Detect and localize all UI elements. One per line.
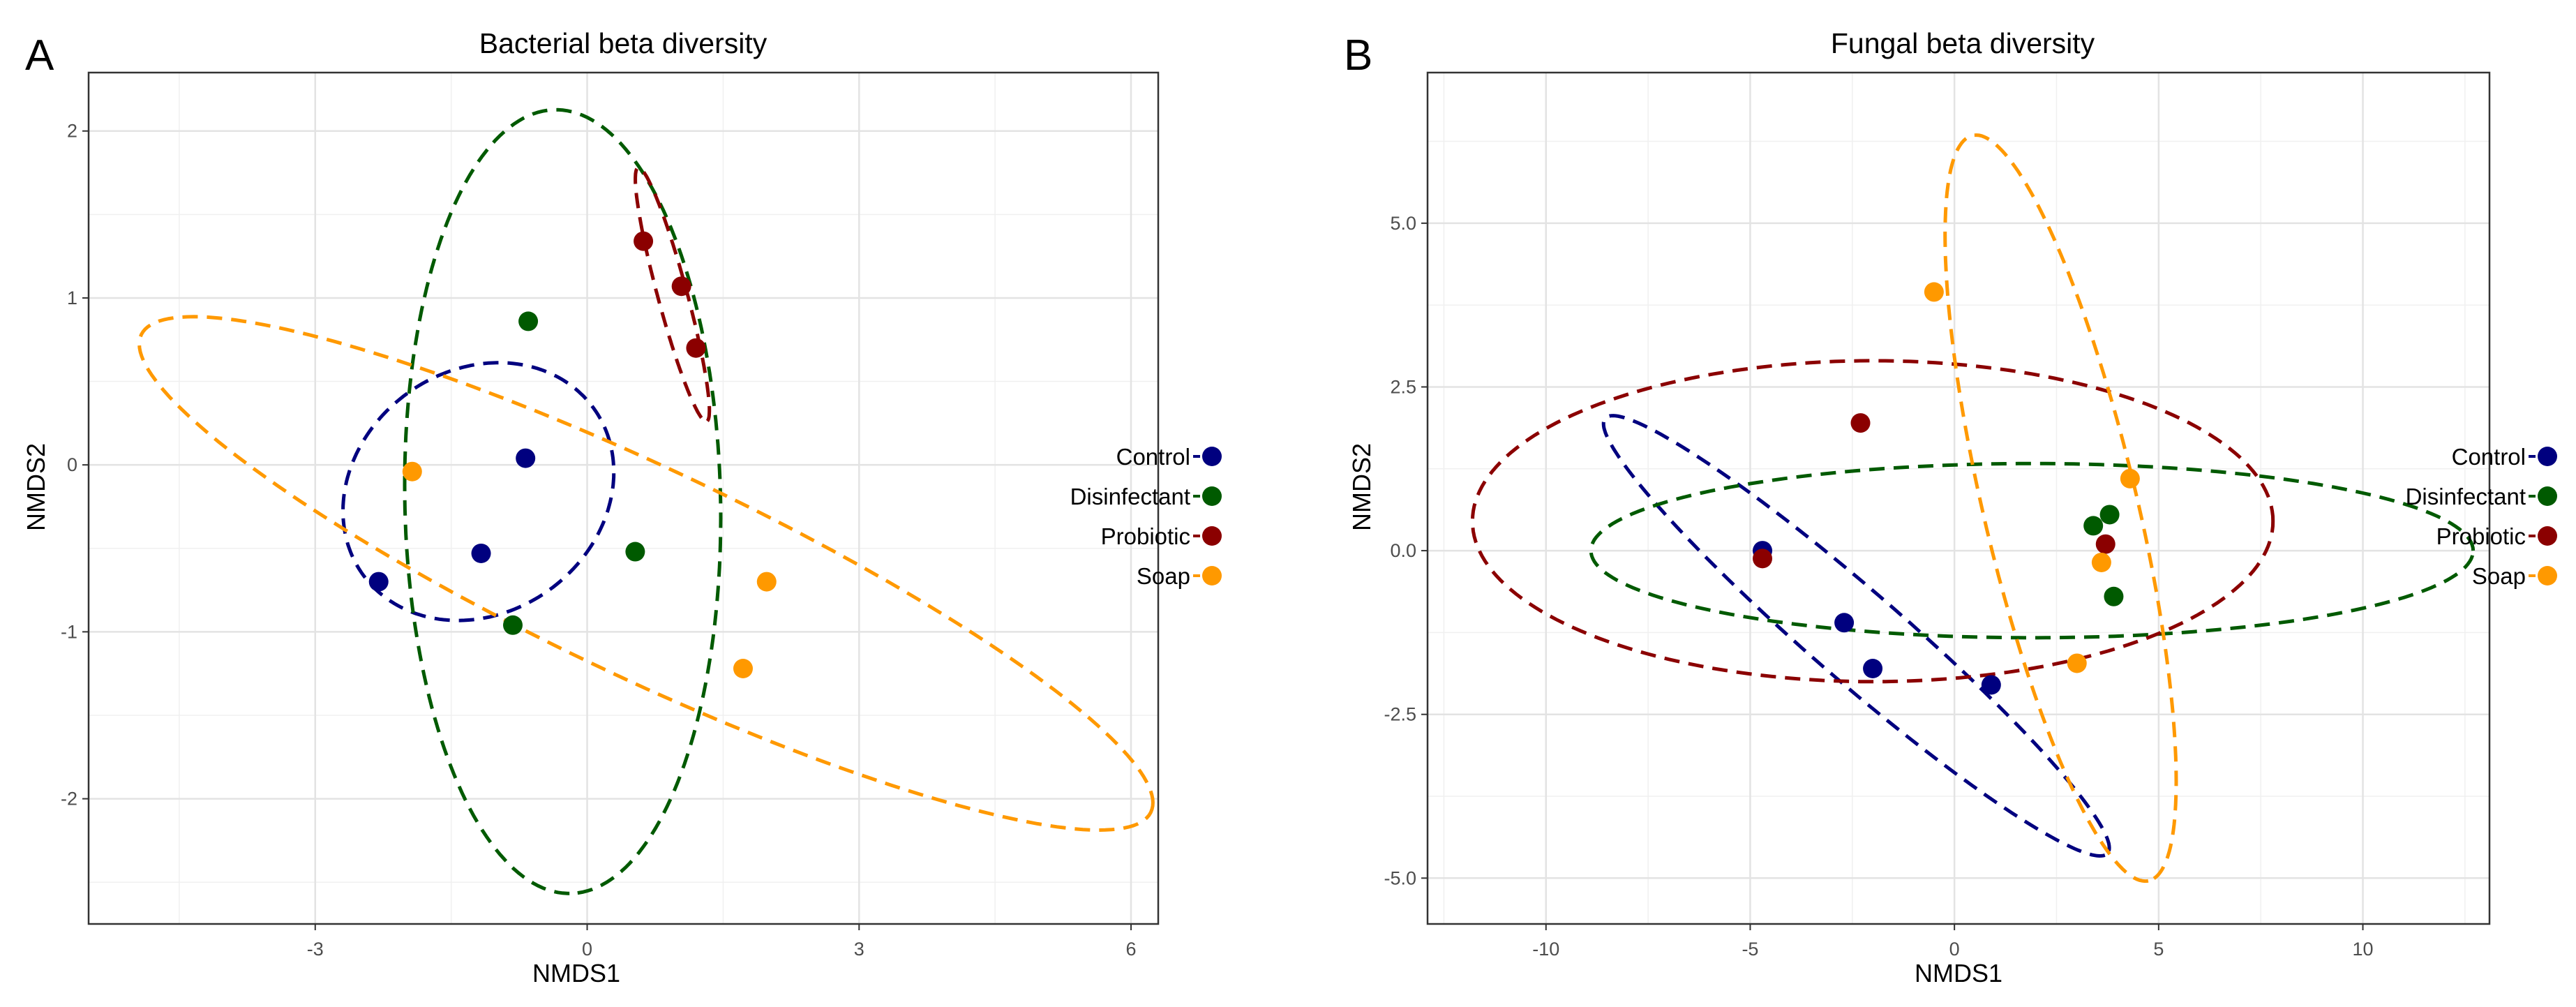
panel-b-point-probiotic: [2095, 534, 2116, 554]
panel-a-point-disinfectant: [518, 311, 539, 331]
panel-a-y-tick-label: 2: [67, 121, 77, 142]
panel-a-legend-label-probiotic: Probiotic: [1101, 523, 1190, 549]
panel-b-x-tick-label: 5: [2153, 939, 2164, 960]
panel-a-point-disinfectant: [503, 615, 523, 635]
panel-b-point-probiotic: [1753, 549, 1773, 569]
panel-b-point-disinfectant: [2099, 505, 2120, 525]
panel-a-legend-key-disinfectant: [1202, 486, 1222, 506]
panel-a-legend-key-soap: [1202, 566, 1222, 585]
panel-b-point-control: [1981, 675, 2001, 695]
panel-b-x-tick-label: -10: [1532, 939, 1559, 960]
panel-a-y-tick-label: -2: [61, 789, 77, 810]
panel-b-point-soap: [2120, 468, 2140, 488]
panel-b: B Fungal beta diversity -10 -5 0 5 10 -5.0 -2.…: [1344, 27, 2557, 987]
panel-b-legend: Control Disinfectant Probiotic Soap: [2406, 444, 2557, 589]
panel-b-x-tick-label: 0: [1949, 939, 1960, 960]
panel-a-legend-label-soap: Soap: [1137, 563, 1190, 589]
panel-a-x-tick-label: 3: [854, 939, 864, 960]
panel-a-point-control: [368, 572, 389, 592]
panel-b-legend-label-soap: Soap: [2472, 563, 2526, 589]
panel-b-y-tick-label: 0.0: [1390, 540, 1416, 561]
panel-a-y-axis-label: NMDS2: [22, 443, 50, 531]
panel-a-ellipse-soap: [137, 315, 1155, 833]
panel-b-legend-key-soap: [2538, 566, 2557, 585]
panel-b-y-axis-label: NMDS2: [1347, 443, 1376, 531]
panel-a-plot-area: -3 0 3 6 -2 -1 0 1 2: [61, 71, 1160, 960]
panel-a-point-soap: [756, 572, 777, 592]
panel-a-legend-label-control: Control: [1116, 444, 1190, 470]
panel-a-legend-key-probiotic: [1202, 526, 1222, 546]
panel-a-y-tick-label: -1: [61, 621, 77, 642]
panel-a-x-tick-label: 0: [582, 939, 592, 960]
panel-b-y-tick-label: 5.0: [1390, 213, 1416, 234]
panel-b-point-soap: [2067, 653, 2087, 673]
panel-a-point-disinfectant: [625, 542, 645, 562]
panel-b-legend-key-probiotic: [2538, 526, 2557, 546]
panel-a-point-soap: [733, 659, 753, 678]
panel-b-tag: B: [1344, 31, 1372, 80]
panel-a-title: Bacterial beta diversity: [479, 27, 767, 59]
panel-b-panel-border: [1426, 71, 2491, 925]
panel-a-point-soap: [402, 461, 422, 482]
panel-a-legend-label-disinfectant: Disinfectant: [1070, 484, 1190, 509]
panel-b-ellipse-probiotic: [1470, 359, 2275, 684]
panel-b-point-probiotic: [1850, 413, 1871, 433]
panel-a-ellipse-control: [341, 361, 616, 622]
panel-b-x-axis-label: NMDS1: [1915, 959, 2002, 987]
panel-b-y-tick-label: 2.5: [1390, 376, 1416, 397]
panel-a-point-control: [516, 448, 536, 468]
panel-a-x-tick-label: 6: [1126, 939, 1137, 960]
panel-a-point-probiotic: [671, 276, 691, 297]
panel-a-tag: A: [25, 31, 54, 80]
panel-a-y-tick-label: 1: [67, 288, 77, 308]
panel-b-legend-key-control: [2538, 447, 2557, 466]
panel-b-point-soap: [2091, 552, 2111, 572]
panel-a-x-tick-label: -3: [307, 939, 324, 960]
panel-a-point-probiotic: [686, 338, 706, 358]
panel-a-panel-border: [87, 71, 1160, 925]
panel-b-legend-label-control: Control: [2452, 444, 2526, 470]
panel-b-y-tick-label: -5.0: [1384, 867, 1416, 888]
panel-b-point-disinfectant: [2083, 516, 2104, 536]
panel-a-legend: Control Disinfectant Probiotic Soap: [1070, 444, 1222, 589]
panel-b-point-disinfectant: [2104, 586, 2124, 606]
panel-b-point-control: [1834, 613, 1855, 633]
panel-a-point-probiotic: [634, 231, 654, 251]
panel-b-y-tick-label: -2.5: [1384, 704, 1416, 725]
panel-b-legend-key-disinfectant: [2538, 486, 2557, 506]
panel-a-point-control: [471, 543, 491, 563]
panel-b-x-tick-label: 10: [2353, 939, 2374, 960]
panel-b-plot-area: -10 -5 0 5 10 -5.0 -2.5 0.0 2.5 5.0: [1384, 71, 2491, 960]
panel-a: A Bacterial beta diversity -3 0 3 6-2-1012 …: [22, 27, 1222, 987]
panel-b-ellipse-control: [1601, 414, 2111, 858]
panel-a-x-axis-label: NMDS1: [532, 959, 620, 987]
panel-a-legend-key-control: [1202, 447, 1222, 466]
panel-a-y-tick-label: 0: [67, 454, 77, 475]
panel-b-point-soap: [1924, 282, 1944, 302]
panel-b-legend-label-probiotic: Probiotic: [2436, 523, 2526, 549]
panel-b-title: Fungal beta diversity: [1831, 27, 2095, 59]
panel-b-ellipse-soap: [1943, 133, 2178, 883]
panel-b-x-tick-label: -5: [1742, 939, 1758, 960]
panel-b-legend-label-disinfectant: Disinfectant: [2406, 484, 2526, 509]
panel-b-point-control: [1863, 659, 1883, 678]
